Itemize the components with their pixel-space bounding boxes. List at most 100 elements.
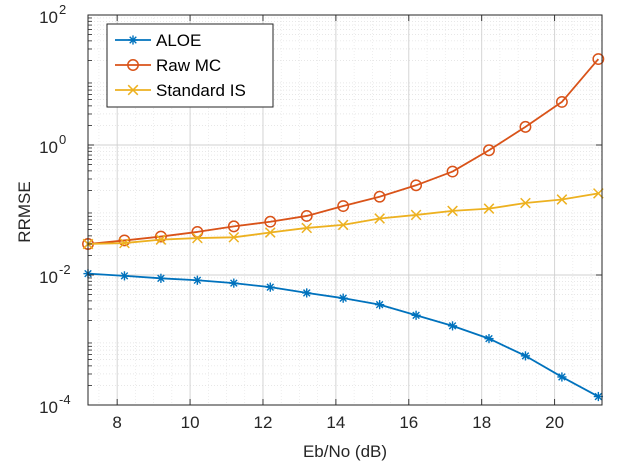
data-point-aloe bbox=[302, 288, 312, 298]
data-point-aloe-stroke bbox=[521, 352, 530, 360]
y-tick-base: 10 bbox=[39, 8, 58, 27]
data-point-aloe bbox=[119, 271, 130, 281]
data-point-standard-is-stroke bbox=[264, 227, 276, 238]
plot-area-frame bbox=[87, 14, 603, 406]
x-tick-label: 8 bbox=[112, 413, 121, 432]
data-point-raw-mc bbox=[410, 179, 423, 192]
y-tick-exponent: -2 bbox=[59, 262, 71, 277]
data-point-raw-mc-shape bbox=[264, 215, 277, 228]
data-point-standard-is-stroke bbox=[155, 234, 167, 245]
data-point-aloe bbox=[557, 372, 567, 382]
data-point-aloe bbox=[265, 282, 275, 292]
data-point-standard-is-stroke bbox=[374, 213, 385, 224]
data-point-aloe bbox=[411, 310, 421, 320]
series-line-aloe bbox=[87, 272, 599, 398]
data-point-aloe-stroke bbox=[193, 276, 202, 285]
y-tick-label: 10 bbox=[39, 8, 58, 27]
x-tick-label: 12 bbox=[254, 413, 273, 432]
y-tick-exponent: 2 bbox=[59, 2, 66, 17]
data-point-standard-is bbox=[301, 222, 313, 234]
data-point-standard-is bbox=[374, 213, 385, 224]
axis-ticks bbox=[88, 14, 602, 406]
data-point-raw-mc bbox=[300, 209, 313, 222]
data-point-standard-is bbox=[337, 219, 349, 231]
data-point-aloe-stroke bbox=[339, 294, 347, 302]
data-point-raw-mc bbox=[264, 215, 277, 228]
data-point-aloe bbox=[229, 278, 239, 288]
y-tick-base: 10 bbox=[39, 268, 58, 287]
series-line-raw-mc bbox=[87, 58, 600, 245]
y-tick-exponent: 0 bbox=[59, 132, 66, 147]
data-point-standard-is-stroke bbox=[228, 231, 240, 243]
data-point-standard-is-stroke bbox=[301, 222, 313, 234]
legend-marker-aloe bbox=[128, 35, 138, 45]
data-point-raw-mc bbox=[519, 120, 532, 133]
data-point-aloe bbox=[520, 351, 531, 361]
data-point-aloe bbox=[375, 300, 385, 310]
data-point-raw-mc bbox=[373, 190, 386, 203]
data-point-aloe-stroke bbox=[302, 289, 311, 297]
data-point-aloe-stroke bbox=[448, 322, 457, 330]
data-point-standard-is-stroke bbox=[119, 237, 130, 249]
data-point-raw-mc bbox=[483, 144, 495, 157]
data-point-raw-mc bbox=[118, 234, 131, 247]
data-point-standard-is bbox=[119, 237, 130, 249]
y-tick-exponent: -4 bbox=[59, 392, 71, 407]
data-point-standard-is-stroke bbox=[410, 209, 422, 221]
x-tick-label: 18 bbox=[472, 413, 491, 432]
x-axis-label: Eb/No (dB) bbox=[303, 442, 387, 461]
data-point-aloe bbox=[156, 273, 166, 283]
legend-label-aloe: ALOE bbox=[156, 31, 201, 50]
data-point-standard-is-stroke bbox=[447, 205, 458, 217]
x-tick-label: 10 bbox=[181, 413, 200, 432]
data-point-raw-mc-shape bbox=[519, 120, 532, 133]
data-point-standard-is bbox=[520, 197, 531, 209]
data-point-aloe-stroke bbox=[594, 392, 603, 401]
x-tick-label: 14 bbox=[326, 413, 345, 432]
legend-marker-aloe-stroke bbox=[129, 36, 137, 44]
data-point-standard-is bbox=[192, 232, 203, 244]
y-tick-label: 10 bbox=[39, 268, 58, 287]
data-point-aloe-stroke bbox=[558, 373, 566, 381]
x-tick-label: 20 bbox=[545, 413, 564, 432]
data-point-aloe bbox=[593, 391, 603, 402]
data-point-raw-mc-shape bbox=[373, 190, 386, 203]
data-point-standard-is bbox=[228, 231, 240, 243]
y-tick-label: 10 bbox=[39, 138, 58, 157]
data-point-raw-mc bbox=[592, 53, 605, 66]
data-point-aloe bbox=[484, 334, 494, 344]
data-point-raw-mc bbox=[446, 165, 459, 178]
data-point-aloe-stroke bbox=[485, 334, 493, 343]
legend-label-raw-mc: Raw MC bbox=[156, 56, 221, 75]
data-point-raw-mc-shape bbox=[227, 220, 240, 233]
data-point-aloe bbox=[338, 293, 348, 303]
data-point-raw-mc-shape bbox=[483, 144, 495, 157]
data-point-standard-is bbox=[155, 234, 167, 245]
data-point-standard-is bbox=[410, 209, 422, 221]
data-point-standard-is-stroke bbox=[192, 232, 203, 244]
data-point-aloe bbox=[192, 275, 202, 285]
legend-marker-standard-is-stroke bbox=[127, 84, 139, 96]
data-point-standard-is bbox=[447, 205, 458, 217]
data-point-raw-mc bbox=[337, 200, 350, 213]
data-point-aloe bbox=[447, 321, 458, 331]
data-point-aloe-stroke bbox=[266, 283, 275, 291]
data-point-aloe-stroke bbox=[412, 311, 420, 320]
data-point-standard-is-stroke bbox=[556, 194, 568, 205]
data-point-aloe-stroke bbox=[120, 272, 129, 280]
data-point-raw-mc-shape bbox=[555, 95, 568, 108]
data-point-standard-is-stroke bbox=[337, 219, 349, 231]
legend-marker-raw-mc bbox=[127, 59, 139, 71]
y-axis-label: RRMSE bbox=[15, 181, 34, 242]
legend-label-standard-is: Standard IS bbox=[156, 81, 246, 100]
data-point-standard-is bbox=[264, 227, 276, 238]
x-axis-tick-labels: 8 10 12 14 16 18 20 bbox=[112, 413, 564, 432]
data-point-standard-is-stroke bbox=[520, 197, 531, 209]
data-point-raw-mc bbox=[555, 95, 568, 108]
data-point-raw-mc-shape bbox=[410, 179, 423, 192]
x-tick-label: 16 bbox=[399, 413, 418, 432]
data-point-raw-mc bbox=[227, 220, 240, 233]
